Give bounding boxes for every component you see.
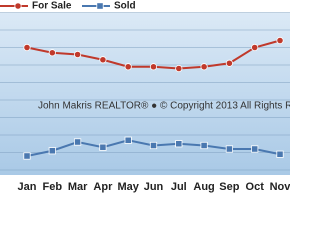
plot-area xyxy=(0,13,290,175)
x-tick-label: May xyxy=(117,181,139,193)
x-tick-label: Nov xyxy=(270,181,290,193)
point xyxy=(149,141,158,150)
point xyxy=(124,136,132,144)
point xyxy=(251,145,259,153)
point xyxy=(23,152,31,160)
legend-marker xyxy=(96,2,104,10)
point xyxy=(99,56,107,64)
point xyxy=(175,140,183,148)
x-tick-label: Jun xyxy=(144,181,164,193)
x-tick-label: Oct xyxy=(246,181,265,193)
point xyxy=(23,43,31,52)
x-tick-label: Jan xyxy=(18,181,37,193)
x-tick-label: Feb xyxy=(43,181,63,193)
point xyxy=(124,63,132,71)
x-tick-label: Sep xyxy=(219,181,239,193)
point xyxy=(276,36,284,45)
point xyxy=(149,63,158,71)
point xyxy=(225,145,233,153)
point xyxy=(225,59,233,67)
x-tick-label: Jul xyxy=(171,181,187,193)
point xyxy=(99,143,107,151)
x-tick-label: Mar xyxy=(68,181,88,193)
point xyxy=(251,43,259,52)
legend-label: Sold xyxy=(114,1,136,12)
point xyxy=(48,49,56,57)
point xyxy=(276,150,284,158)
x-tick-label: Aug xyxy=(193,181,214,193)
point xyxy=(200,63,208,71)
point xyxy=(74,50,82,59)
watermark: John Makris REALTOR® ● © Copyright 2013 … xyxy=(38,101,290,112)
point xyxy=(74,138,82,146)
x-tick-label: Apr xyxy=(93,181,113,193)
point xyxy=(48,147,56,155)
legend-marker xyxy=(14,2,22,10)
legend-label: For Sale xyxy=(32,1,72,12)
point xyxy=(200,141,208,150)
chart: John Makris REALTOR® ● © Copyright 2013 … xyxy=(0,0,290,193)
point xyxy=(175,64,183,73)
